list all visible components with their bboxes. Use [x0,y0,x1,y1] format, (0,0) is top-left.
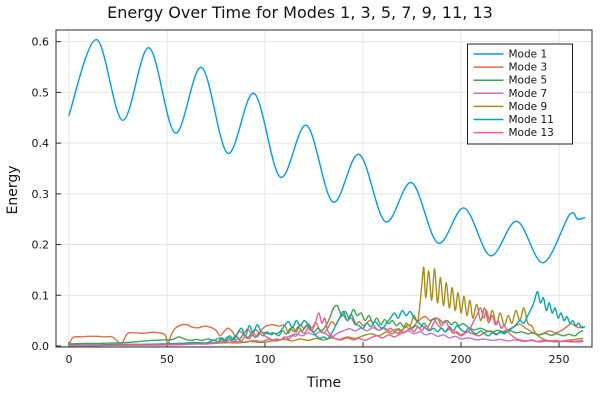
y-tick-label: 0.3 [32,188,50,201]
y-tick-label: 0.4 [32,137,50,150]
plot-frame [55,29,593,348]
legend-label-mode-7: Mode 7 [509,88,548,100]
legend-label-mode-11: Mode 11 [509,114,554,126]
x-tick-label: 200 [451,353,472,366]
x-axis-label: Time [306,375,342,391]
chart-title: Energy Over Time for Modes 1, 3, 5, 7, 9… [107,3,493,22]
y-tick-label: 0.2 [32,239,50,252]
series-mode-1 [68,38,586,264]
x-tick-label: 50 [160,353,174,366]
y-tick-label: 0.0 [32,340,50,353]
x-tick-label: 0 [65,353,72,366]
legend-label-mode-1: Mode 1 [509,49,548,61]
x-tick-label: 250 [549,353,570,366]
series-mode-13 [68,307,584,347]
x-tick-label: 100 [254,353,275,366]
y-tick-label: 0.1 [32,289,50,302]
legend-label-mode-5: Mode 5 [509,75,548,87]
legend-label-mode-9: Mode 9 [509,101,548,113]
x-tick-label: 150 [353,353,374,366]
y-tick-label: 0.6 [32,36,50,49]
series-mode-9 [68,266,584,347]
y-tick-label: 0.5 [32,86,50,99]
legend-label-mode-13: Mode 13 [509,127,554,139]
legend-label-mode-3: Mode 3 [509,62,548,74]
